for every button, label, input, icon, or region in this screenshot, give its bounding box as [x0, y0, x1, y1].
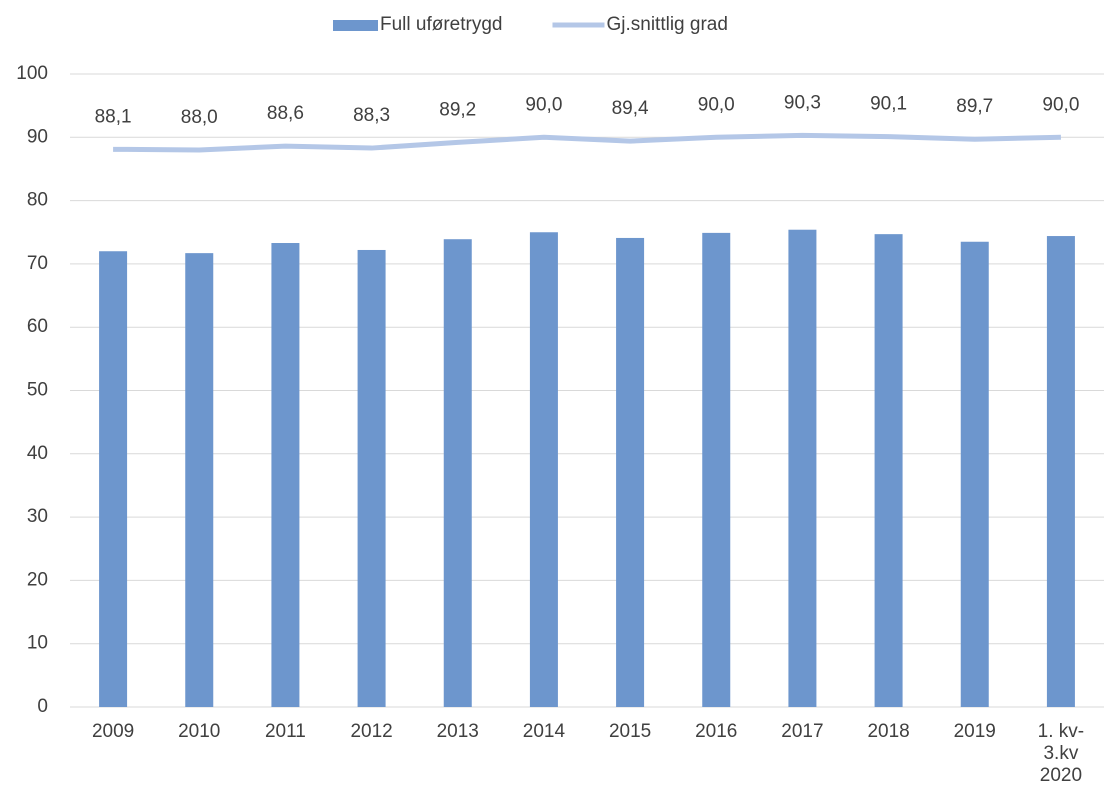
x-tick-label: 2009 — [91, 721, 135, 742]
bar — [271, 243, 300, 708]
x-tick-label: 2016 — [695, 721, 738, 742]
bar — [357, 249, 386, 707]
bar — [702, 232, 731, 707]
data-label: 89,7 — [956, 96, 993, 117]
x-tick-label: 2019 — [953, 721, 996, 742]
y-tick-label: 20 — [27, 569, 48, 590]
x-tick-label: 2011 — [264, 721, 306, 742]
legend-label: Gj.snittlig grad — [606, 14, 727, 35]
x-tick-label: 2017 — [781, 721, 824, 742]
bar — [99, 251, 128, 708]
data-label: 88,1 — [95, 106, 132, 127]
bar — [1046, 236, 1075, 707]
data-label: 90,3 — [784, 92, 821, 113]
x-tick-label: 2010 — [178, 721, 221, 742]
y-tick-label: 70 — [27, 253, 48, 274]
y-tick-label: 100 — [16, 63, 48, 84]
legend-swatch — [333, 20, 378, 31]
bar — [788, 229, 817, 707]
legend-label: Full uføretrygd — [380, 14, 502, 35]
bar — [874, 234, 903, 708]
line — [113, 132, 1061, 153]
x-tick-label: 2012 — [350, 721, 393, 742]
y-tick-label: 60 — [27, 316, 48, 337]
y-tick-label: 90 — [27, 126, 48, 147]
bar — [529, 232, 558, 707]
x-tick-label: 2015 — [608, 721, 652, 742]
y-tick-label: 50 — [27, 380, 48, 401]
x-tick-label: 2018 — [867, 721, 910, 742]
y-tick-label: 30 — [27, 506, 48, 527]
x-tick-label: 1. kv-3.kv 2020 — [1037, 721, 1085, 786]
data-label: 88,0 — [181, 107, 218, 128]
y-tick-label: 40 — [27, 443, 48, 464]
bar — [443, 239, 472, 707]
data-label: 88,3 — [353, 105, 390, 126]
y-tick-label: 10 — [27, 633, 48, 654]
data-label: 90,0 — [525, 94, 562, 115]
bar — [185, 253, 214, 708]
data-label: 89,2 — [439, 99, 476, 120]
bar — [616, 237, 645, 707]
data-label: 90,0 — [1042, 94, 1079, 115]
x-tick-label: 2014 — [522, 721, 566, 742]
data-label: 90,1 — [870, 94, 907, 115]
x-tick-label: 2013 — [436, 721, 479, 742]
data-label: 89,4 — [612, 98, 649, 119]
y-tick-label: 80 — [27, 190, 48, 211]
bar — [960, 241, 989, 707]
y-tick-label: 0 — [37, 696, 48, 717]
data-label: 88,6 — [267, 103, 304, 124]
data-label: 90,0 — [698, 94, 735, 115]
